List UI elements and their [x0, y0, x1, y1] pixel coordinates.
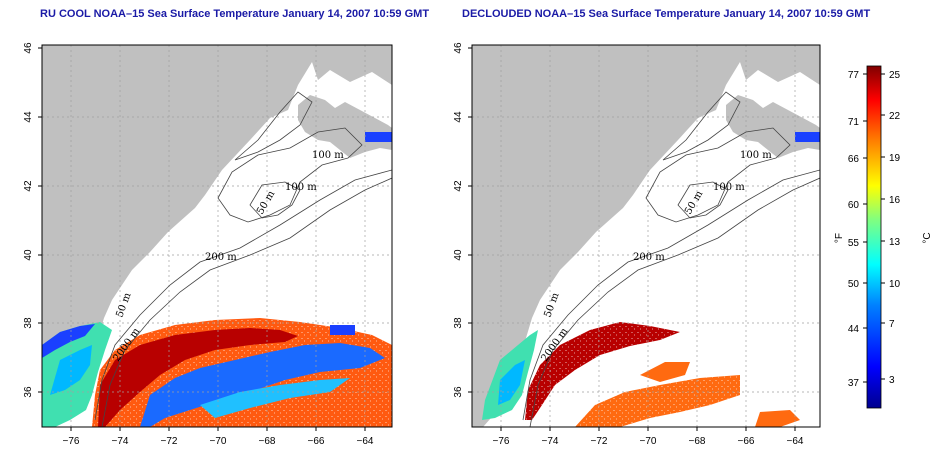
- lat-tick-label: 40: [23, 249, 34, 261]
- lon-tick-label: −74: [112, 436, 129, 447]
- lon-tick-label: −64: [357, 436, 374, 447]
- lat-tick-label: 44: [453, 111, 464, 123]
- colorbar-f-tick: 50: [848, 279, 860, 290]
- contour-label: 100 m: [285, 182, 317, 193]
- contour-label: 100 m: [740, 150, 772, 161]
- lon-tick-label: −76: [493, 436, 510, 447]
- temperature-colorbar: 77 71 66 60 55 50 44 37 25 22 19 16 13 1…: [834, 65, 933, 409]
- lon-tick-label: −70: [640, 436, 657, 447]
- map-frame: [471, 44, 821, 428]
- panel-title-left: RU COOL NOAA–15 Sea Surface Temperature …: [40, 8, 430, 20]
- colorbar-f-tick: 77: [848, 70, 860, 81]
- lat-tick-label: 36: [453, 386, 464, 398]
- fahrenheit-unit-label: °F: [834, 233, 845, 243]
- map-frame: [41, 44, 393, 428]
- colorbar-f-tick: 71: [848, 117, 860, 128]
- lon-tick-label: −68: [689, 436, 706, 447]
- colorbar-c-tick: 25: [889, 70, 901, 81]
- colorbar-c-tick: 3: [889, 375, 895, 386]
- panel-title-right: DECLOUDED NOAA–15 Sea Surface Temperatur…: [462, 8, 871, 20]
- lat-tick-label: 42: [453, 180, 464, 192]
- lat-tick-label: 40: [453, 249, 464, 261]
- contour-label: 200 m: [633, 252, 665, 263]
- lat-tick-label: 42: [23, 180, 34, 192]
- lat-tick-label: 46: [453, 42, 464, 54]
- lon-tick-label: −76: [63, 436, 80, 447]
- lon-tick-label: −72: [161, 436, 178, 447]
- colorbar-f-tick: 55: [848, 238, 860, 249]
- lat-tick-label: 36: [23, 386, 34, 398]
- lon-tick-label: −70: [210, 436, 227, 447]
- colorbar-f-tick: 44: [848, 324, 860, 335]
- lat-tick-label: 44: [23, 111, 34, 123]
- lat-tick-label: 46: [23, 42, 34, 54]
- map-panel-left: 100 m 100 m 50 m 200 m 50 m 2000 m −76 −…: [23, 42, 393, 447]
- colorbar-c-tick: 19: [889, 153, 901, 164]
- colorbar-gradient: [866, 65, 882, 409]
- contour-label: 100 m: [312, 150, 344, 161]
- lat-tick-label: 38: [23, 317, 34, 329]
- colorbar-c-tick: 13: [889, 237, 901, 248]
- colorbar-c-tick: 7: [889, 319, 895, 330]
- contour-label: 200 m: [205, 252, 237, 263]
- lon-tick-label: −68: [259, 436, 276, 447]
- land-mass: [472, 45, 820, 427]
- lat-tick-label: 38: [453, 317, 464, 329]
- lon-tick-label: −72: [591, 436, 608, 447]
- colorbar-c-tick: 22: [889, 111, 901, 122]
- celsius-unit-label: °C: [922, 232, 933, 243]
- colorbar-f-tick: 37: [848, 378, 860, 389]
- map-panel-right: 100 m 100 m 50 m 200 m 50 m 2000 m −76 −…: [453, 42, 821, 447]
- lon-tick-label: −66: [308, 436, 325, 447]
- colorbar-c-tick: 16: [889, 195, 901, 206]
- contour-label: 100 m: [713, 182, 745, 193]
- lon-tick-label: −66: [738, 436, 755, 447]
- gulf-stream-core: [98, 328, 298, 427]
- colorbar-f-tick: 66: [848, 154, 860, 165]
- lon-tick-label: −64: [787, 436, 804, 447]
- colorbar-f-tick: 60: [848, 200, 860, 211]
- land-mass: [42, 45, 392, 427]
- lon-tick-label: −74: [542, 436, 559, 447]
- colorbar-c-tick: 10: [889, 279, 901, 290]
